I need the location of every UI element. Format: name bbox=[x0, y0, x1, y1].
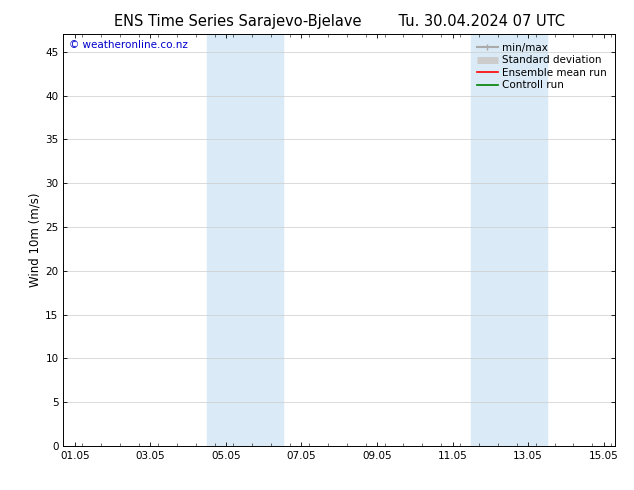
Legend: min/max, Standard deviation, Ensemble mean run, Controll run: min/max, Standard deviation, Ensemble me… bbox=[474, 40, 610, 94]
Text: © weatheronline.co.nz: © weatheronline.co.nz bbox=[69, 41, 188, 50]
Y-axis label: Wind 10m (m/s): Wind 10m (m/s) bbox=[28, 193, 41, 287]
Bar bbox=[207, 34, 283, 446]
Title: ENS Time Series Sarajevo-Bjelave        Tu. 30.04.2024 07 UTC: ENS Time Series Sarajevo-Bjelave Tu. 30.… bbox=[113, 14, 565, 29]
Bar bbox=[472, 34, 547, 446]
